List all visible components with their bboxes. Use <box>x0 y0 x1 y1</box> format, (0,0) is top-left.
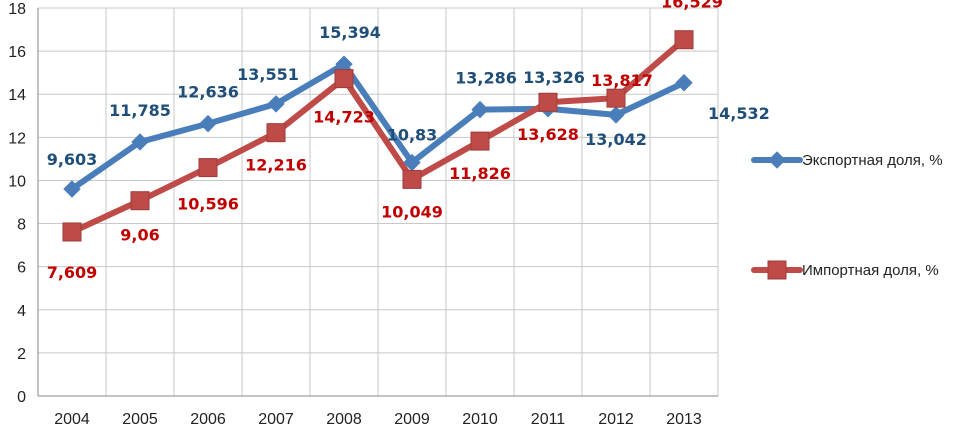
data-label: 14,723 <box>313 108 375 127</box>
data-label: 14,532 <box>708 104 770 123</box>
data-label: 10,596 <box>177 195 239 214</box>
data-point <box>538 92 558 112</box>
data-point <box>266 123 286 143</box>
data-label: 13,817 <box>591 71 653 90</box>
data-point <box>198 158 218 178</box>
x-tick-label: 2004 <box>54 411 90 428</box>
data-point <box>62 222 82 242</box>
legend: Экспортная доля, % Импортная доля, % <box>751 151 943 280</box>
y-tick-label: 2 <box>17 346 26 363</box>
y-tick-label: 16 <box>8 44 26 61</box>
data-label: 11,826 <box>449 164 511 183</box>
data-label: 11,785 <box>109 101 171 120</box>
series-import <box>69 36 687 235</box>
series-line <box>69 36 687 235</box>
legend-item-export: Экспортная доля, % <box>751 151 943 169</box>
data-point <box>63 180 81 198</box>
data-point <box>767 260 787 280</box>
y-tick-label: 6 <box>17 260 26 277</box>
data-label: 13,551 <box>237 65 299 84</box>
y-tick-label: 8 <box>17 217 26 234</box>
data-label: 15,394 <box>319 23 381 42</box>
series-line <box>69 61 687 193</box>
data-point <box>768 151 786 169</box>
x-tick-label: 2005 <box>122 411 158 428</box>
data-point <box>674 30 694 50</box>
y-tick-label: 4 <box>17 303 26 320</box>
data-label: 9,603 <box>47 150 98 169</box>
x-tick-label: 2013 <box>666 411 702 428</box>
data-label: 10,83 <box>387 126 438 145</box>
markers-import <box>62 30 694 242</box>
data-point <box>471 100 489 119</box>
data-point <box>131 133 149 151</box>
y-tick-label: 10 <box>8 173 26 190</box>
data-point <box>334 69 354 89</box>
data-label: 9,06 <box>120 226 159 245</box>
x-tick-label: 2006 <box>190 411 226 428</box>
x-tick-label: 2011 <box>531 411 566 428</box>
data-point <box>675 74 693 92</box>
y-tick-label: 18 <box>8 1 26 18</box>
y-tick-label: 14 <box>8 87 26 104</box>
y-tick-label: 12 <box>8 130 26 147</box>
data-label: 12,636 <box>177 83 239 102</box>
legend-label: Импортная доля, % <box>802 262 939 279</box>
y-tick-label: 0 <box>17 389 26 406</box>
data-label: 13,326 <box>523 68 585 87</box>
data-label: 12,216 <box>245 156 307 175</box>
data-labels-import: 7,609 9,06 10,596 12,216 14,723 10,049 11,826 1… <box>47 0 723 282</box>
data-point <box>199 114 217 133</box>
data-point <box>130 191 150 211</box>
data-label: 13,286 <box>455 69 517 88</box>
data-point <box>402 169 422 189</box>
x-tick-label: 2010 <box>462 411 498 428</box>
data-label: 16,529 <box>661 0 723 12</box>
data-label: 13,628 <box>517 125 579 144</box>
data-label: 10,049 <box>381 202 443 221</box>
x-tick-label: 2009 <box>394 411 430 428</box>
x-tick-label: 2008 <box>326 411 362 428</box>
data-point <box>607 106 625 124</box>
legend-item-import: Импортная доля, % <box>751 260 939 280</box>
x-tick-label: 2012 <box>598 411 634 428</box>
legend-label: Экспортная доля, % <box>802 152 943 169</box>
data-point <box>267 95 285 113</box>
data-label: 13,042 <box>585 130 647 149</box>
data-point <box>470 131 490 151</box>
series-export <box>69 61 687 193</box>
data-label: 7,609 <box>47 263 98 282</box>
data-point <box>606 88 626 108</box>
x-tick-label: 2007 <box>258 411 294 428</box>
